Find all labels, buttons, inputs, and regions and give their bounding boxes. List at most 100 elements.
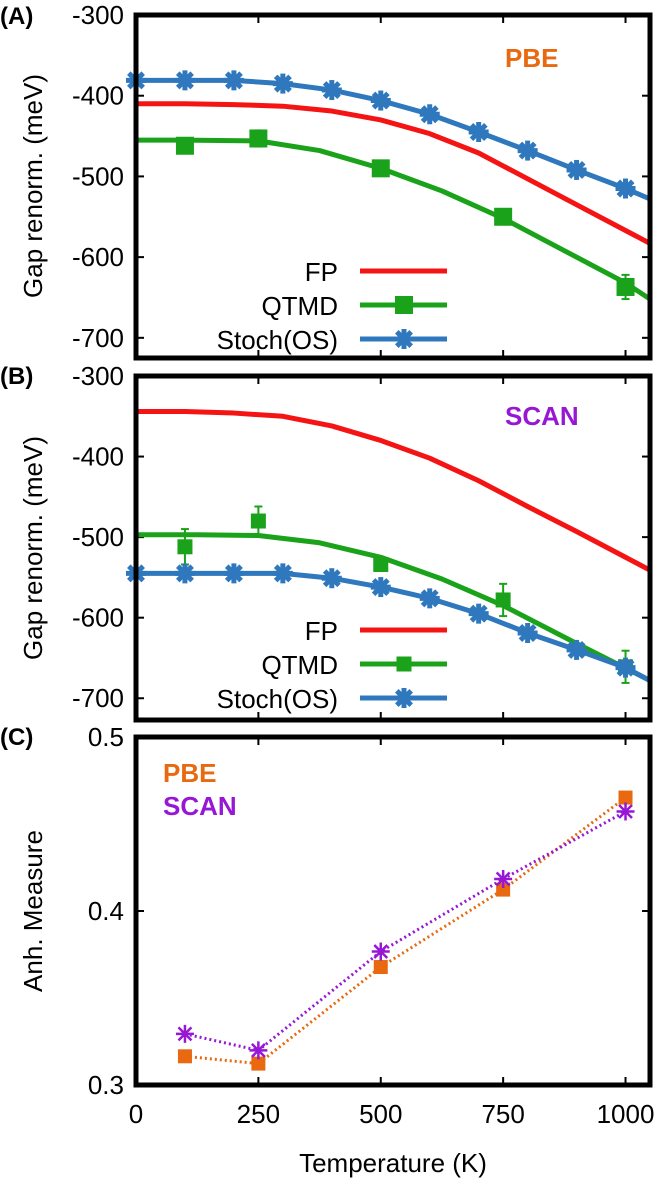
data-point-stoch-stroke	[371, 578, 390, 597]
data-point-pbe	[618, 790, 633, 805]
legend-label-fp: FP	[305, 257, 338, 287]
y-tick-label: -500	[72, 522, 124, 552]
data-point-stoch-stroke	[567, 640, 586, 659]
y-tick-label: -300	[72, 0, 124, 30]
series-line-scan	[184, 810, 627, 1052]
data-point-qtmd	[177, 539, 193, 555]
data-point-stoch-stroke	[322, 81, 341, 100]
functional-tag-scan: SCAN	[505, 401, 579, 431]
data-point-stoch-stroke	[469, 604, 488, 623]
data-point-stoch-stroke	[224, 71, 243, 90]
data-point-stoch-stroke	[518, 141, 537, 160]
data-point-stoch	[174, 70, 195, 91]
panel-label-b: (B)	[0, 363, 33, 390]
data-point-qtmd	[616, 277, 635, 296]
legend-label-stoch: Stoch(OS)	[217, 684, 338, 714]
y-tick-label: -400	[72, 81, 124, 111]
data-point-qtmd	[495, 592, 511, 608]
plot-area	[126, 70, 650, 302]
x-tick-label: 250	[237, 1099, 280, 1129]
panel-b-gap-renorm-scan: (B) SCAN Gap renorm. (meV) -300 -400 -500 -…	[0, 361, 653, 723]
y-tick-label: -700	[72, 323, 124, 353]
data-point-qtmd	[494, 207, 513, 226]
y-tick-label: -300	[72, 361, 124, 391]
data-point-stoch-stroke	[175, 71, 194, 90]
data-point-stoch-stroke	[469, 123, 488, 141]
data-point-stoch	[615, 178, 636, 199]
data-point-pbe	[177, 1049, 192, 1064]
panel-c-anharmonicity: (C) Anh. Measure Temperature (K) 0.3 0.4 0…	[0, 722, 654, 1178]
data-point-stoch-stroke	[322, 569, 341, 588]
data-point-stoch	[517, 622, 538, 643]
plot-frame	[133, 12, 653, 361]
data-point-scan	[371, 942, 390, 961]
data-point-qtmd	[373, 557, 389, 573]
series-line-fp	[136, 101, 650, 246]
functional-tag-pbe: PBE	[505, 43, 558, 73]
panel-label-c: (C)	[0, 724, 33, 751]
panel-a-gap-renorm-pbe: (A) PBE Gap renorm. (meV) -300 -400 -500 -6…	[0, 0, 653, 361]
x-tick-label: 750	[481, 1099, 524, 1129]
legend-label-scan: SCAN	[163, 791, 237, 821]
legend-label-qtmd: QTMD	[261, 650, 338, 680]
plot-area	[175, 790, 635, 1071]
data-point-stoch	[517, 140, 538, 161]
data-point-stoch	[419, 104, 440, 125]
data-point-stoch	[566, 639, 587, 660]
data-point-scan	[616, 802, 635, 821]
data-point-stoch	[321, 80, 342, 101]
data-point-scan-stroke	[495, 871, 511, 887]
y-axis-label-b: Gap renorm. (meV)	[18, 436, 48, 660]
x-tick-label: 1000	[597, 1099, 655, 1129]
plot-area	[126, 408, 650, 684]
y-tick-label: 0.3	[88, 1070, 124, 1100]
legend-label-fp: FP	[305, 616, 338, 646]
data-point-stoch	[566, 159, 587, 180]
data-point-stoch-stroke	[616, 658, 635, 677]
legend-label-pbe: PBE	[163, 758, 216, 788]
series-line-qtmd	[136, 137, 650, 302]
data-point-scan-stroke	[618, 804, 633, 819]
data-point-qtmd	[250, 513, 266, 529]
data-point-scan	[249, 1041, 268, 1060]
x-axis-label: Temperature (K)	[299, 1148, 487, 1178]
x-tick-label: 500	[359, 1099, 402, 1129]
data-point-stoch	[468, 122, 489, 143]
data-point-stoch	[468, 603, 489, 624]
data-point-stoch	[272, 73, 293, 94]
y-tick-label: -400	[72, 442, 124, 472]
data-point-stoch	[223, 563, 244, 584]
data-point-stoch-stroke	[273, 564, 292, 583]
data-point-scan	[175, 1024, 194, 1043]
y-tick-label: -600	[72, 603, 124, 633]
legend-marker-qtmd	[395, 296, 413, 314]
data-point-stoch	[419, 588, 440, 609]
data-point-pbe	[496, 882, 511, 897]
plot-frame	[133, 373, 653, 723]
legend-label-stoch: Stoch(OS)	[217, 325, 338, 355]
data-point-stoch	[370, 90, 391, 111]
y-tick-label: -700	[72, 683, 124, 713]
data-point-stoch-stroke	[273, 74, 292, 93]
data-point-stoch-stroke	[616, 179, 635, 198]
data-point-scan-stroke	[373, 944, 389, 959]
data-point-stoch-stroke	[224, 564, 243, 583]
data-point-stoch-stroke	[371, 91, 390, 110]
data-point-stoch	[615, 657, 636, 678]
data-point-qtmd	[249, 129, 268, 148]
y-tick-label: 0.5	[88, 722, 124, 752]
series-line-pbe	[184, 796, 627, 1066]
y-tick-label: 0.4	[88, 896, 124, 926]
data-point-qtmd	[371, 159, 390, 178]
data-point-stoch	[223, 70, 244, 91]
data-point-stoch	[370, 577, 391, 598]
data-point-stoch	[174, 563, 195, 584]
data-point-scan	[494, 869, 513, 888]
legend-marker-stoch-stroke	[395, 689, 413, 707]
data-point-stoch-stroke	[175, 564, 194, 583]
legend-marker-stoch-stroke	[395, 330, 413, 348]
data-point-stoch	[321, 568, 342, 589]
x-tick-label: 0	[129, 1099, 143, 1129]
data-point-stoch-stroke	[420, 589, 439, 608]
